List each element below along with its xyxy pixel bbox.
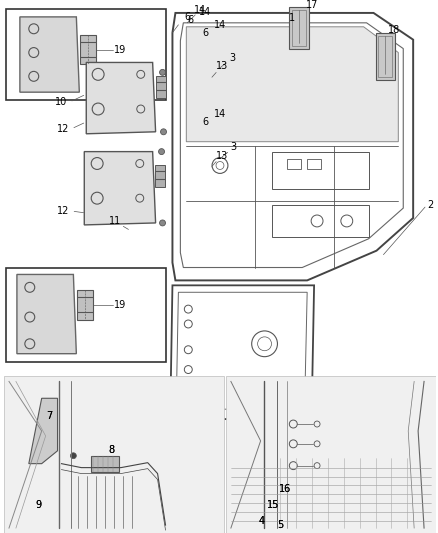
Text: 2: 2 xyxy=(427,200,433,210)
Text: 15: 15 xyxy=(267,500,280,510)
Bar xyxy=(6,268,166,361)
Text: 3: 3 xyxy=(229,53,235,62)
Text: 15: 15 xyxy=(267,500,280,510)
Text: 13: 13 xyxy=(216,151,228,160)
Text: 13: 13 xyxy=(216,61,228,71)
Circle shape xyxy=(159,149,165,155)
Text: 11: 11 xyxy=(109,216,121,226)
Text: 8: 8 xyxy=(108,445,114,455)
Bar xyxy=(78,290,93,320)
Bar xyxy=(292,10,306,46)
Text: 5: 5 xyxy=(277,520,283,530)
Circle shape xyxy=(161,129,166,135)
Polygon shape xyxy=(17,274,76,354)
Text: 10: 10 xyxy=(55,97,67,107)
Text: 19: 19 xyxy=(114,45,126,54)
Text: 7: 7 xyxy=(46,411,53,421)
Text: 18: 18 xyxy=(388,25,400,35)
Polygon shape xyxy=(20,17,79,92)
Text: 12: 12 xyxy=(57,124,70,134)
Text: 12: 12 xyxy=(57,206,70,216)
Text: 14: 14 xyxy=(214,20,226,30)
Bar xyxy=(375,33,396,80)
Text: 19: 19 xyxy=(114,300,126,310)
Bar xyxy=(4,376,224,533)
Text: 9: 9 xyxy=(35,500,42,510)
Text: 6: 6 xyxy=(184,12,191,22)
Bar xyxy=(80,35,96,64)
Circle shape xyxy=(71,453,76,459)
Text: 9: 9 xyxy=(35,500,42,510)
Text: 7: 7 xyxy=(46,411,53,421)
Bar xyxy=(155,76,166,98)
Bar xyxy=(226,376,436,533)
Text: 16: 16 xyxy=(279,484,292,495)
Text: 6: 6 xyxy=(202,28,208,38)
Bar xyxy=(290,7,309,49)
Text: 5: 5 xyxy=(277,520,283,530)
Text: 1: 1 xyxy=(289,13,295,23)
Bar xyxy=(307,158,321,169)
Bar xyxy=(287,158,301,169)
Circle shape xyxy=(159,69,166,75)
Text: 16: 16 xyxy=(279,484,292,495)
Bar xyxy=(155,165,165,187)
Text: 6: 6 xyxy=(202,117,208,127)
Circle shape xyxy=(159,220,166,226)
Text: 17: 17 xyxy=(306,0,318,10)
Text: 14: 14 xyxy=(194,5,206,15)
Text: 14: 14 xyxy=(199,7,211,17)
Bar xyxy=(378,36,392,77)
Polygon shape xyxy=(86,62,155,134)
Text: 4: 4 xyxy=(258,516,265,526)
Polygon shape xyxy=(186,27,398,142)
Text: 6: 6 xyxy=(187,15,193,25)
Text: 8: 8 xyxy=(108,445,114,455)
Text: 14: 14 xyxy=(214,109,226,119)
Bar xyxy=(272,151,369,189)
Text: 4: 4 xyxy=(258,516,265,526)
Text: 3: 3 xyxy=(231,142,237,152)
Bar xyxy=(6,9,166,100)
Bar xyxy=(272,205,369,237)
Bar xyxy=(91,456,119,472)
Polygon shape xyxy=(29,398,57,464)
Polygon shape xyxy=(84,151,155,225)
